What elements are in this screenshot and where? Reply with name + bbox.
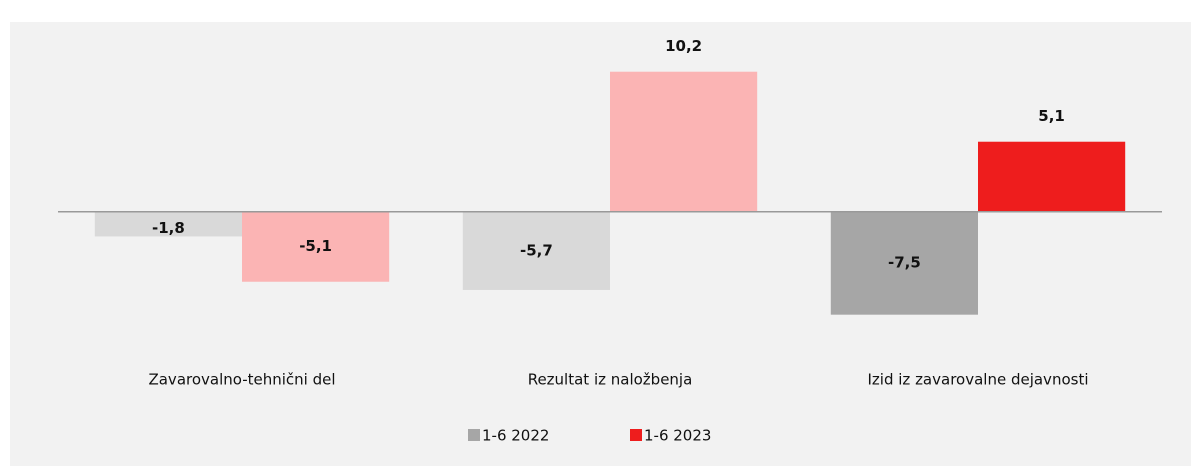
bar (610, 71, 758, 212)
bar (242, 211, 390, 282)
legend-label: 1-6 2023 (644, 427, 711, 445)
legend-swatch (630, 429, 642, 441)
bar (94, 211, 242, 237)
data-label: -7,5 (888, 254, 921, 272)
bar (978, 141, 1126, 212)
x-tick-label: Izid iz zavarovalne dejavnosti (868, 371, 1089, 389)
data-label: 10,2 (665, 37, 702, 55)
data-label: 5,1 (1038, 107, 1065, 125)
x-tick-label: Zavarovalno-tehnični del (148, 371, 335, 389)
data-label: -5,7 (520, 241, 553, 259)
legend-swatch (468, 429, 480, 441)
data-label: -1,8 (152, 219, 185, 237)
legend-label: 1-6 2022 (482, 427, 549, 445)
bar (462, 211, 610, 290)
bar (830, 211, 978, 315)
x-tick-label: Rezultat iz naložbenja (528, 371, 693, 389)
data-label: -5,1 (299, 237, 332, 255)
